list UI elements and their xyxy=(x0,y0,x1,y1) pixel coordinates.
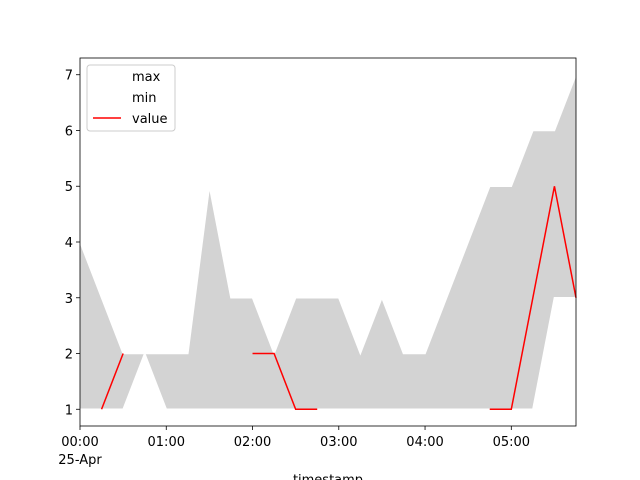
y-tick-label: 1 xyxy=(65,403,73,418)
range-band xyxy=(80,74,576,410)
series-line xyxy=(79,74,577,356)
x-axis-label: timestamp xyxy=(293,473,363,480)
legend-label: value xyxy=(132,112,168,127)
legend: max min value xyxy=(86,64,176,132)
x-tick-label: 02:00 xyxy=(234,435,271,450)
date-label: 25-Apr xyxy=(58,453,102,468)
y-tick-label: 5 xyxy=(65,180,73,195)
y-tick-label: 2 xyxy=(65,348,73,363)
legend-frame xyxy=(86,64,176,132)
x-tick-label: 00:00 xyxy=(61,435,98,450)
x-tick-label: 01:00 xyxy=(148,435,185,450)
y-tick-label: 6 xyxy=(65,124,73,139)
legend-label: max xyxy=(132,70,161,85)
y-tick-label: 7 xyxy=(65,69,73,84)
x-tick-label: 04:00 xyxy=(406,435,443,450)
x-tick-label: 03:00 xyxy=(320,435,357,450)
x-tick-label: 05:00 xyxy=(493,435,530,450)
legend-label: min xyxy=(132,91,157,106)
series-line xyxy=(100,186,577,411)
y-tick-label: 4 xyxy=(65,236,73,251)
y-tick-label: 3 xyxy=(65,292,73,307)
